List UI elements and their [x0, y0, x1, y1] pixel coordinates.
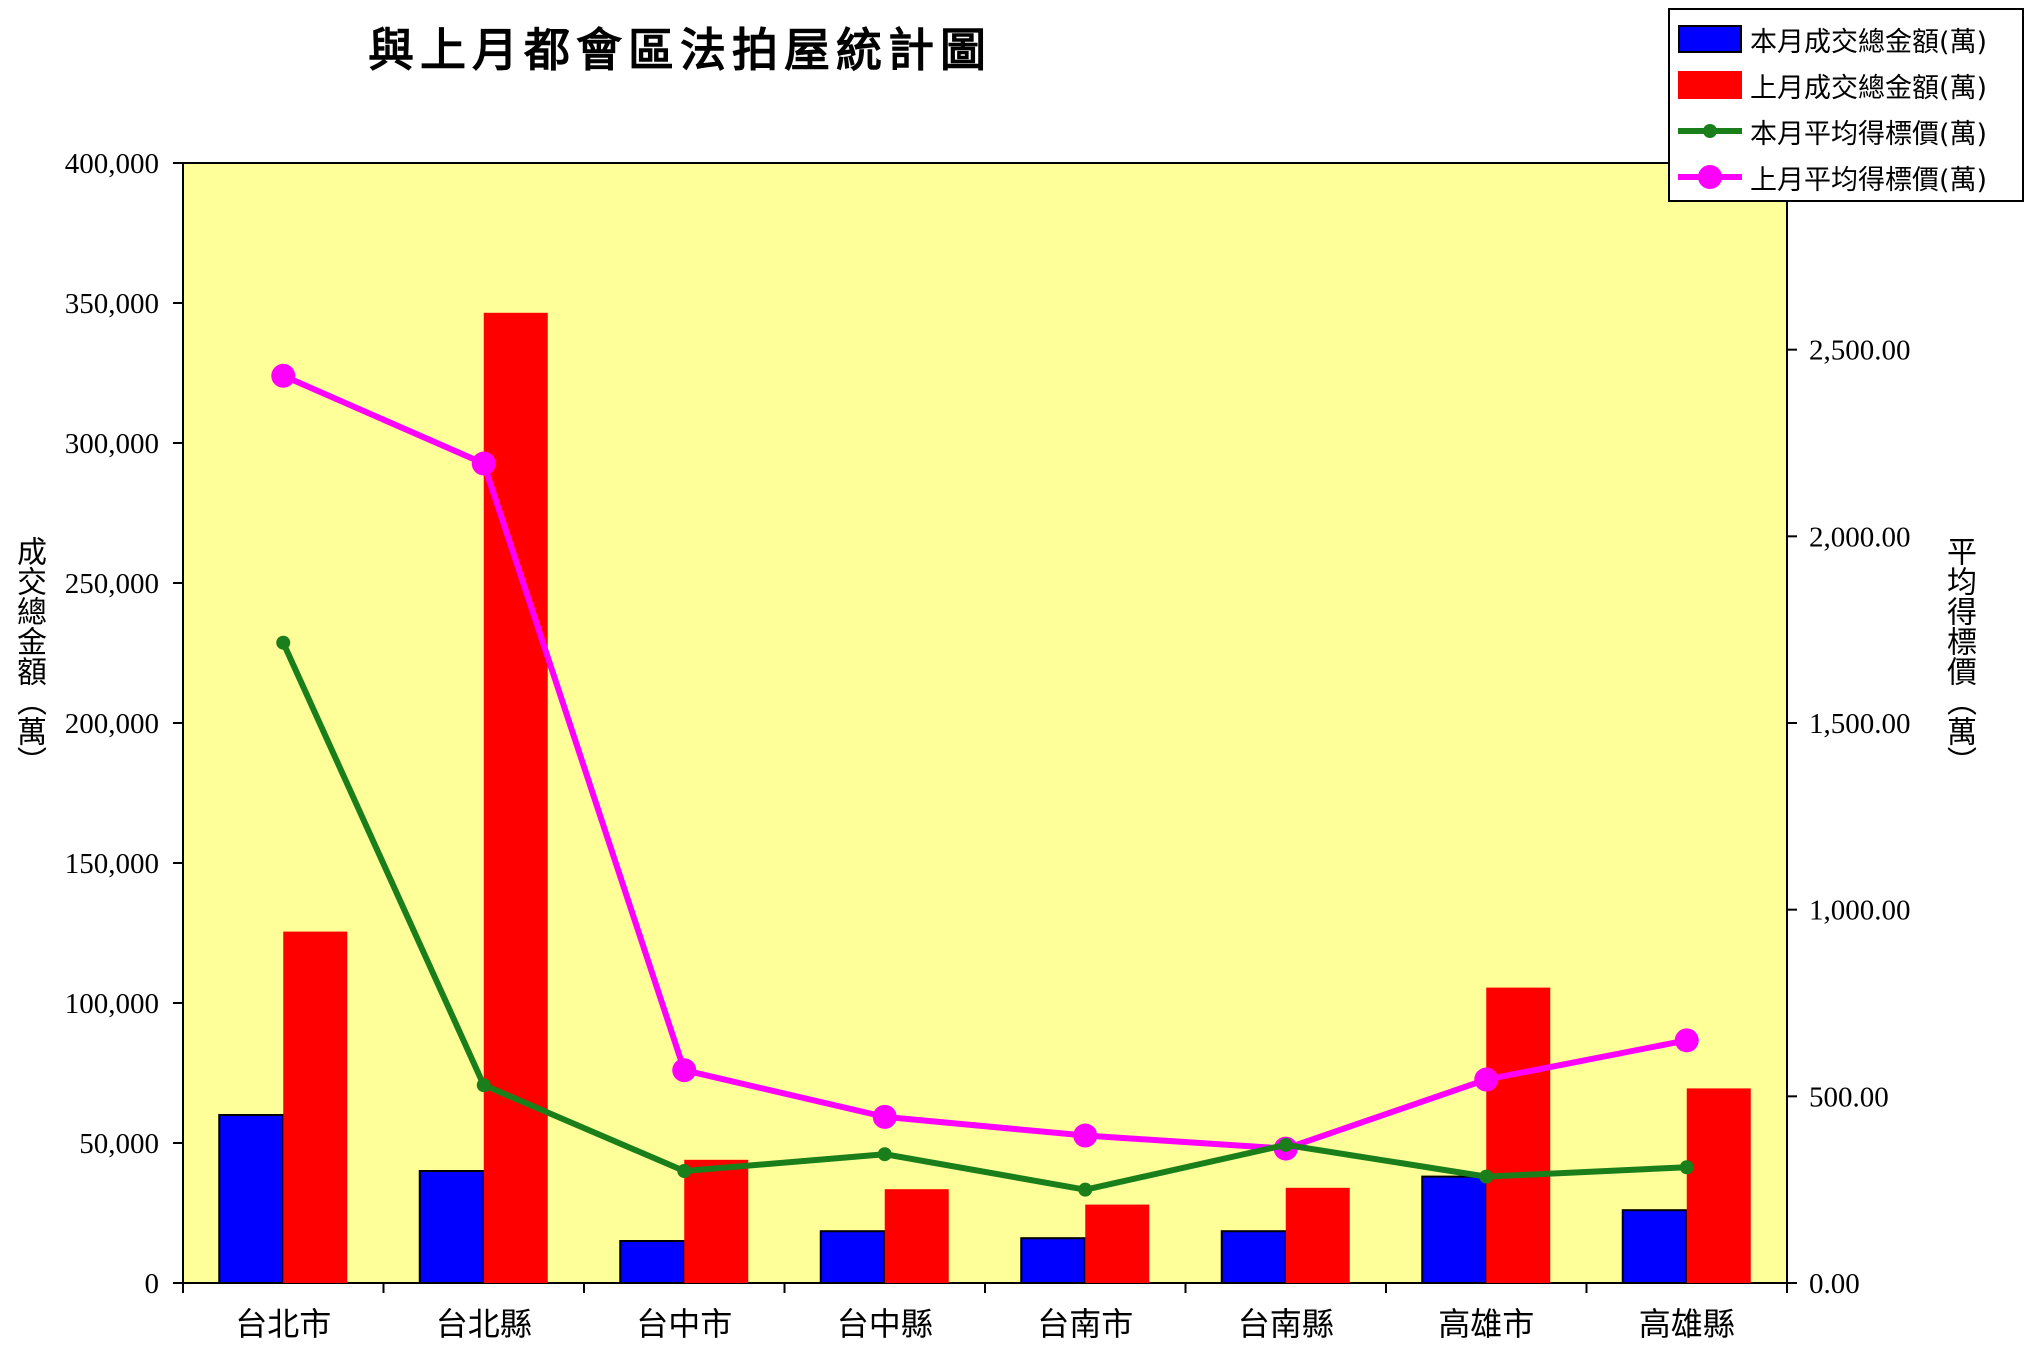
point-last-month-avg [1674, 1028, 1699, 1053]
right-axis-tick-label: 1,500.00 [1809, 708, 1911, 740]
legend-label: 本月成交總金額(萬) [1750, 26, 1988, 58]
bar-this-month [1621, 1209, 1688, 1284]
point-this-month-avg [276, 635, 291, 650]
point-last-month-avg [1073, 1123, 1098, 1148]
bar-last-month [684, 1159, 749, 1283]
bar-last-month [1686, 1088, 1751, 1283]
bar-this-month [819, 1230, 886, 1284]
right-axis-title: 平均得標價（萬） [1941, 536, 1976, 776]
left-axis-tick-label: 300,000 [65, 428, 159, 460]
left-axis-tick-label: 50,000 [79, 1128, 159, 1160]
point-this-month-avg [1278, 1137, 1293, 1152]
bars-group [218, 312, 1751, 1284]
left-axis-tick-label: 150,000 [65, 848, 159, 880]
left-axis-tick-label: 0 [145, 1268, 160, 1300]
line-this-month-avg [280, 641, 1687, 1193]
point-last-month-avg [872, 1104, 897, 1129]
x-axis-tick-label: 台南縣 [1238, 1306, 1334, 1342]
legend-item-this-month-avg: 本月平均得標價(萬) [1678, 108, 2014, 154]
chart-title: 與上月都會區法拍屋統計圖 [368, 23, 992, 77]
point-last-month-avg [471, 451, 496, 476]
x-axis-tick-label: 台中市 [636, 1306, 732, 1342]
right-axis-tick-label: 0.00 [1809, 1268, 1860, 1300]
right-axis-tick-label: 1,000.00 [1809, 895, 1911, 927]
axes-group: 0 50,000 100,000 150,000 200,000 250,000 300,0… [65, 148, 1911, 1342]
right-axis-tick-label: 2,000.00 [1809, 521, 1911, 553]
point-last-month-avg [1474, 1067, 1499, 1092]
lines-group [271, 363, 1699, 1197]
point-last-month-avg [271, 363, 296, 388]
left-axis-tick-label: 200,000 [65, 708, 159, 740]
legend-label: 上月平均得標價(萬) [1750, 164, 1988, 196]
x-axis-tick-label: 台北縣 [436, 1306, 532, 1342]
point-this-month-avg [877, 1147, 892, 1162]
legend-label: 上月成交總金額(萬) [1750, 72, 1988, 104]
left-axis-tick-label: 400,000 [65, 148, 159, 180]
right-axis-tick-label: 2,500.00 [1809, 335, 1911, 367]
x-axis-tick-label: 台中縣 [837, 1306, 933, 1342]
left-axis-title: 成交總金額（萬） [11, 536, 46, 776]
legend-swatch-red [1678, 71, 1742, 99]
bar-this-month [1421, 1175, 1488, 1284]
line-last-month-avg [282, 373, 1688, 1152]
legend-swatch-blue [1678, 25, 1742, 53]
bar-last-month [1285, 1187, 1350, 1283]
x-axis-tick-label: 台南市 [1037, 1306, 1133, 1342]
left-axis-tick-label: 250,000 [65, 568, 159, 600]
point-this-month-avg [677, 1164, 692, 1178]
legend-item-last-month-avg: 上月平均得標價(萬) [1678, 154, 2014, 200]
bar-last-month [1085, 1204, 1150, 1283]
bar-this-month [1220, 1230, 1287, 1284]
bar-this-month [418, 1170, 485, 1284]
point-this-month-avg [1479, 1169, 1494, 1184]
bar-this-month [218, 1114, 285, 1284]
legend-item-this-month-total: 本月成交總金額(萬) [1678, 16, 2014, 62]
x-axis-tick-label: 台北市 [235, 1306, 331, 1342]
bar-last-month [884, 1189, 949, 1283]
right-axis-tick-label: 500.00 [1809, 1081, 1889, 1113]
legend-label: 本月平均得標價(萬) [1750, 118, 1988, 150]
point-last-month-avg [672, 1058, 697, 1083]
point-this-month-avg [476, 1078, 491, 1093]
bar-this-month [1020, 1237, 1087, 1284]
left-axis-tick-label: 350,000 [65, 288, 159, 320]
x-axis-tick-label: 高雄縣 [1639, 1306, 1735, 1342]
bar-this-month [619, 1240, 686, 1284]
point-this-month-avg [1679, 1160, 1694, 1175]
legend-item-last-month-total: 上月成交總金額(萬) [1678, 62, 2014, 108]
point-this-month-avg [1078, 1182, 1093, 1197]
x-axis-tick-label: 高雄市 [1438, 1306, 1534, 1342]
legend: 本月成交總金額(萬) 上月成交總金額(萬) 本月平均得標價(萬) 上月平均得標價… [1668, 8, 2024, 202]
bar-last-month [1486, 987, 1551, 1283]
legend-swatch-green-line [1678, 117, 1742, 145]
bar-last-month [283, 931, 348, 1283]
bar-last-month [483, 312, 548, 1283]
left-axis-tick-label: 100,000 [65, 988, 159, 1020]
legend-swatch-magenta-line [1678, 163, 1742, 191]
